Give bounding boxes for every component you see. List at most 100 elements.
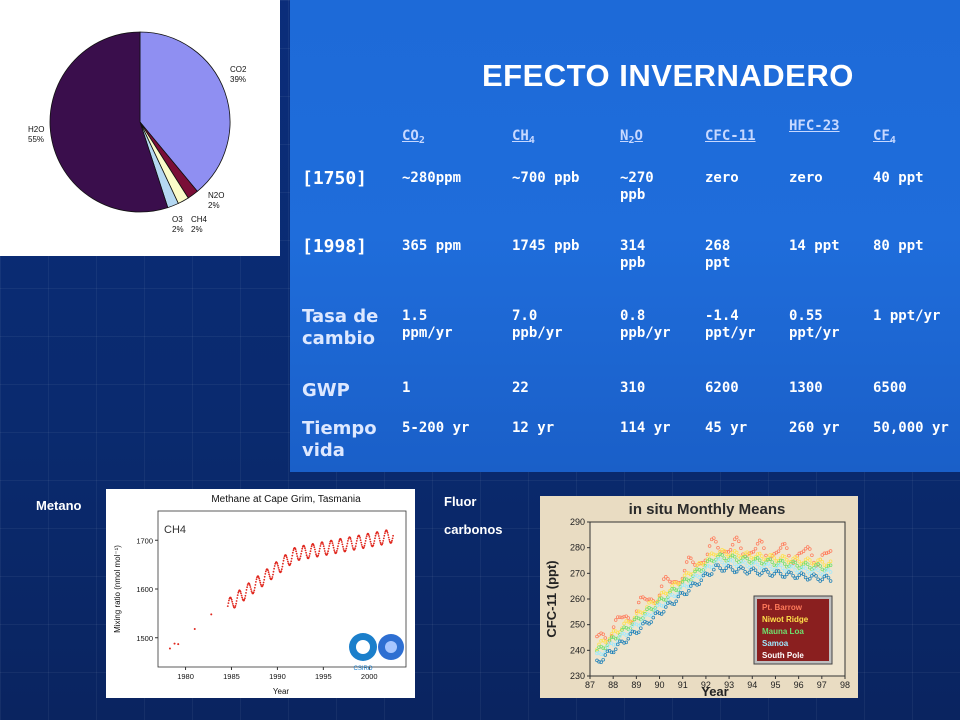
cfc-point-3 <box>672 594 676 598</box>
ch4-point <box>326 552 329 555</box>
cfc-point-4 <box>691 581 695 585</box>
ch4-point <box>255 578 258 581</box>
cfc-point-3 <box>605 645 610 649</box>
ch4-point <box>273 565 276 567</box>
cfc-point-0 <box>739 546 743 551</box>
cfc-point-1 <box>818 557 822 562</box>
cell-2-3: -1.4 ppt/yr <box>705 308 756 341</box>
ch4-point <box>345 547 348 550</box>
cfc-xtick-88: 88 <box>608 680 618 690</box>
ch4-point <box>230 597 232 600</box>
ch4-point <box>328 542 331 545</box>
cfc-point-1 <box>768 553 772 557</box>
cfc-point-1 <box>820 560 825 564</box>
cfc-point-4 <box>734 569 739 574</box>
cfc-point-2 <box>605 643 610 647</box>
ch4-point <box>243 598 246 601</box>
ch4-point <box>252 591 255 594</box>
cfc-point-1 <box>814 561 818 566</box>
cfc-point-2 <box>772 563 777 567</box>
ch4-point <box>318 550 321 553</box>
cfc-point-4 <box>793 576 797 581</box>
ch4-point <box>381 543 383 546</box>
ch4-point <box>307 556 310 559</box>
ch4-ytick-1700: 1700 <box>136 536 153 545</box>
ch4-point <box>272 570 275 573</box>
cfc-point-0 <box>716 546 720 550</box>
cfc-xtick-95: 95 <box>770 680 780 690</box>
ch4-point <box>315 553 317 556</box>
cfc-point-3 <box>678 586 683 591</box>
csiro-logo-text: CSIRO <box>353 666 372 672</box>
cfc-point-0 <box>801 549 806 553</box>
cfc-point-4 <box>657 611 662 615</box>
cfc-point-3 <box>718 557 722 562</box>
ch4-point <box>364 542 366 545</box>
cfc-point-2 <box>789 561 793 566</box>
cfc-point-0 <box>682 568 687 573</box>
ch4-point <box>245 592 247 594</box>
cfc-point-4 <box>814 574 818 578</box>
cell-1-3: 268 ppt <box>705 238 731 271</box>
cfc-title: in situ Monthly Means <box>629 501 786 518</box>
cfc-point-2 <box>653 605 658 610</box>
ch4-point <box>304 549 307 552</box>
cfc-point-4 <box>730 568 735 572</box>
ch4-point <box>259 581 262 584</box>
cfc-point-1 <box>747 552 752 557</box>
cfc-point-0 <box>687 555 691 560</box>
ch4-point <box>328 545 331 547</box>
cfc-point-0 <box>751 549 756 554</box>
cfc-point-1 <box>789 560 793 564</box>
cfc-point-4 <box>684 592 689 596</box>
ch4-point <box>299 555 302 558</box>
ch4-point <box>377 535 380 537</box>
cell-3-2: 310 <box>620 380 646 396</box>
cfc-point-2 <box>812 566 816 570</box>
ch4-point <box>237 591 240 594</box>
ch4-point <box>324 552 327 554</box>
ch4-point <box>349 538 352 540</box>
ch4-point <box>246 586 249 589</box>
cfc-legend-0: Pt. Barrow <box>762 603 803 612</box>
ch4-point <box>355 540 358 542</box>
cfc-point-0 <box>693 563 697 567</box>
cfc-point-2 <box>720 553 724 557</box>
cfc-point-3 <box>691 576 695 580</box>
cfc-point-4 <box>597 659 601 664</box>
cfc-point-0 <box>760 540 764 544</box>
ch4-point <box>231 600 234 603</box>
ch4-point <box>286 558 289 561</box>
ch4-point <box>372 544 375 547</box>
cfc-point-4 <box>778 572 783 576</box>
cell-4-1: 12 yr <box>512 420 555 436</box>
cfc-point-4 <box>826 575 831 580</box>
ch4-point <box>337 542 340 545</box>
cell-4-3: 45 yr <box>705 420 748 436</box>
cfc-point-3 <box>616 639 620 643</box>
ch4-point <box>258 579 261 582</box>
ch4-point <box>236 597 239 599</box>
ch4-point <box>376 531 379 534</box>
cell-2-5: 1 ppt/yr <box>873 308 941 324</box>
cfc-point-1 <box>776 559 781 563</box>
cell-2-0: 1.5 ppm/yr <box>402 308 453 341</box>
cfc-point-0 <box>618 615 622 619</box>
page-title: EFECTO INVERNADERO <box>482 58 854 93</box>
cfc-point-2 <box>739 559 743 563</box>
ch4-point <box>320 543 322 545</box>
ch4-point <box>304 547 306 550</box>
ch4-point <box>277 564 279 567</box>
ch4-point <box>352 547 354 549</box>
cell-0-1: ~700 ppb <box>512 170 580 186</box>
cfc-ytick-250: 250 <box>570 620 585 630</box>
ch4-point <box>322 543 324 545</box>
ch4-point <box>341 541 343 543</box>
cfc-point-3 <box>766 561 770 566</box>
cfc-point-2 <box>666 595 670 599</box>
ch4-ytick-1600: 1600 <box>136 585 153 594</box>
cfc-legend-inner <box>757 599 829 661</box>
cell-3-3: 6200 <box>705 380 739 396</box>
cfc-point-4 <box>728 564 733 569</box>
cfc-point-2 <box>816 562 820 566</box>
